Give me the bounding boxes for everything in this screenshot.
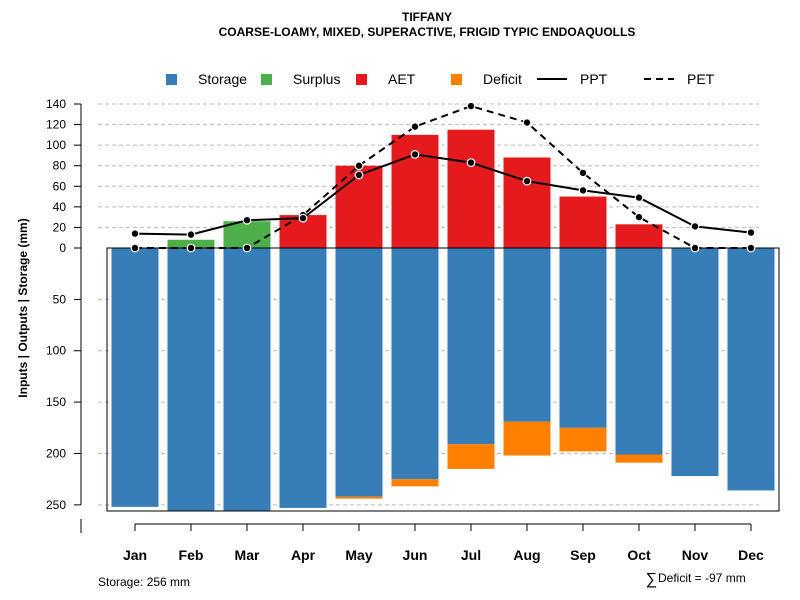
aet-bar-jul [447,129,495,248]
pet-point [354,161,364,171]
y-tick-label: 120 [46,118,66,132]
surplus-legend-label: Surplus [293,71,340,87]
deficit-footer: Deficit = -97 mm [658,571,746,585]
y-tick-label: 100 [46,344,66,358]
storage-bar-jun [391,248,439,480]
aet-bar-aug [503,157,551,248]
sum-icon: ∑ [646,571,657,588]
pet-point [746,243,756,253]
pet-point [242,243,252,253]
tick-labels: 0 20 40 60 80 100 120 140 50 100 150 200 250 Jan Feb Ma… [46,97,764,563]
month-label-nov: Nov [682,547,709,563]
month-label-may: May [345,547,372,563]
month-label-apr: Apr [291,547,316,563]
y-tick-label: 20 [53,220,67,234]
pet-point [186,243,196,253]
y-tick-label: 50 [53,292,67,306]
month-label-aug: Aug [513,547,540,563]
ppt-point [242,215,252,225]
aet-legend-label: AET [388,71,416,87]
pet-point [410,122,420,132]
ppt-point [410,149,420,159]
month-label-jan: Jan [123,547,147,563]
ppt-point [634,193,644,203]
month-label-oct: Oct [627,547,651,563]
storage-bar-apr [279,248,327,508]
surplus-bar-mar [223,221,271,248]
y-tick-label: 60 [53,179,67,193]
y-tick-label: 250 [46,498,66,512]
storage-bar-feb [167,248,215,511]
pet-point [522,118,532,127]
y-tick-label: 0 [59,241,66,255]
pet-legend-label: PET [687,71,715,87]
ppt-point [746,228,756,237]
month-label-jun: Jun [403,547,428,563]
pet-point [634,212,644,222]
deficit-bar-aug [503,421,551,456]
ppt-point [298,213,308,223]
storage-legend-label: Storage [198,71,247,87]
ppt-line [134,153,752,236]
bars [111,129,775,511]
y-tick-label: 140 [46,97,66,111]
chart-subtitle: COARSE-LOAMY, MIXED, SUPERACTIVE, FRIGID… [219,25,636,39]
storage-legend-swatch [166,74,177,85]
y-tick-label: 40 [53,200,67,214]
ppt-point [130,229,140,239]
ppt-point [522,176,532,186]
month-label-mar: Mar [235,547,260,563]
ppt-point [466,158,476,168]
ppt-point [690,221,700,231]
deficit-bar-oct [615,454,663,463]
y-tick-label: 200 [46,446,66,460]
chart-title: TIFFANY [402,10,452,24]
y-tick-label: 80 [53,159,67,173]
legend: Storage Surplus AET Deficit PPT PET [166,71,715,87]
storage-bar-aug [503,248,551,422]
storage-bar-may [335,248,383,497]
pet-line [135,105,751,249]
month-label-dec: Dec [738,547,764,563]
ppt-point [578,185,588,195]
deficit-bar-may [335,496,383,499]
storage-bar-mar [223,248,271,511]
pet-point [690,243,700,253]
month-label-sep: Sep [570,547,596,563]
deficit-bar-sep [559,427,607,452]
storage-footer: Storage: 256 mm [98,575,190,589]
series-lines [130,101,756,253]
storage-bar-oct [615,248,663,455]
aet-legend-swatch [356,74,367,85]
pet-point [466,101,476,111]
storage-bar-nov [671,248,719,477]
storage-bar-jul [447,248,495,445]
deficit-bar-jul [447,444,495,469]
storage-box [106,247,780,512]
y-tick-label: 100 [46,138,66,152]
surplus-legend-swatch [261,74,272,85]
y-axis-label: Inputs | Outputs | Storage (mm) [16,218,30,397]
month-label-jul: Jul [461,547,481,563]
month-label-feb: Feb [179,547,204,563]
ppt-point [354,170,364,180]
aet-bar-oct [615,224,663,248]
storage-bar-dec [727,248,775,491]
aet-bar-sep [559,196,607,248]
storage-bar-sep [559,248,607,428]
storage-bar-jan [111,248,159,507]
y-tick-label: 150 [46,395,66,409]
pet-point [578,168,588,178]
ppt-point [186,230,196,240]
deficit-legend-label: Deficit [483,71,522,87]
deficit-legend-swatch [451,74,462,85]
deficit-bar-jun [391,479,439,487]
pet-point [130,243,140,253]
ppt-legend-label: PPT [580,71,608,87]
